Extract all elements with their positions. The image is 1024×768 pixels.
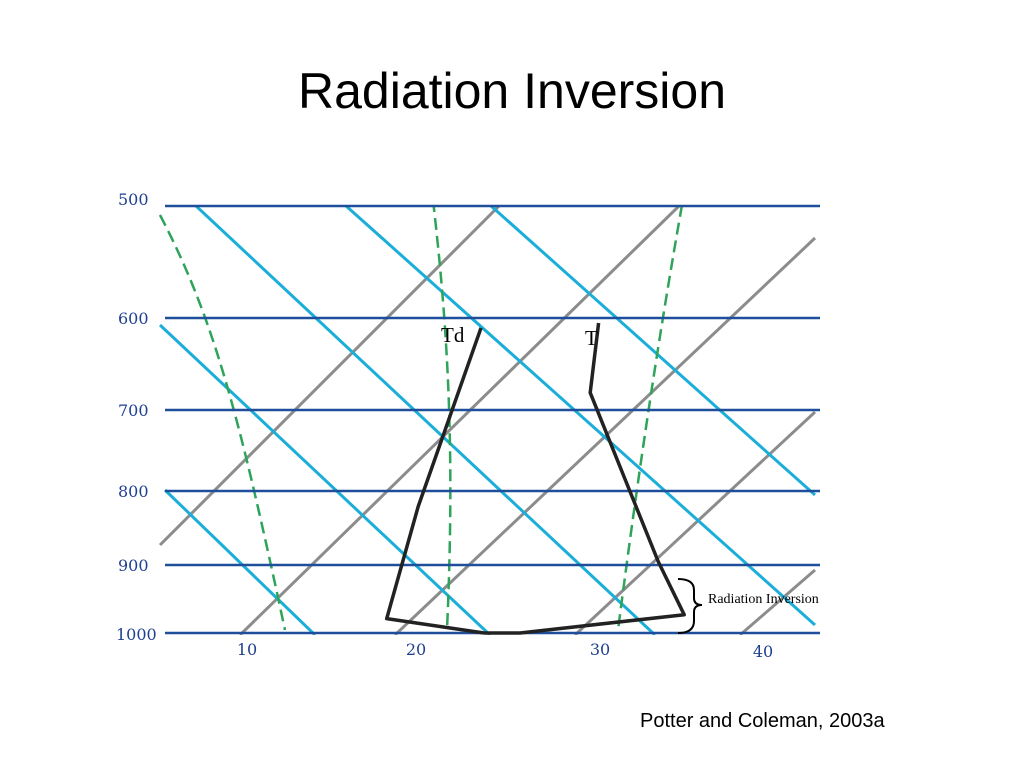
mixing-ratio-line — [616, 205, 684, 631]
temperature-tick-label: 20 — [406, 640, 426, 659]
dry-adiabat-line — [158, 323, 492, 635]
inversion-label: Radiation Inversion — [708, 592, 819, 607]
temperature-tick-label: 30 — [590, 640, 610, 659]
isobar-lines — [165, 204, 820, 635]
sounding-lines: T Td — [384, 322, 686, 635]
isotherm-line — [238, 205, 682, 635]
dry-adiabat-lines — [158, 205, 816, 635]
temperature-tick-labels: 10 20 30 40 — [237, 640, 773, 661]
temperature-series-label: T — [585, 326, 598, 350]
slide-title: Radiation Inversion — [297, 63, 727, 119]
temperature-profile-line — [484, 322, 686, 635]
dry-adiabat-line — [344, 205, 816, 627]
pressure-tick-label: 1000 — [116, 625, 157, 644]
mixing-ratio-line — [432, 205, 452, 631]
temperature-tick-label: 40 — [753, 642, 773, 661]
dewpoint-series-label: Td — [441, 323, 465, 347]
isotherm-lines — [158, 205, 817, 635]
pressure-tick-label: 500 — [118, 190, 149, 209]
mixing-ratio-line — [158, 214, 287, 631]
mixing-ratio-lines — [158, 205, 684, 631]
pressure-tick-label: 700 — [118, 401, 149, 420]
dry-adiabat-line — [163, 488, 317, 635]
radiation-inversion-annotation: Radiation Inversion — [677, 578, 819, 634]
temperature-tick-label: 10 — [237, 640, 257, 659]
isotherm-line — [739, 568, 816, 635]
dry-adiabat-line — [489, 205, 816, 497]
pressure-tick-labels: 500 600 700 800 900 1000 — [116, 190, 157, 644]
isotherm-line — [158, 205, 502, 547]
inversion-brace — [677, 578, 703, 634]
citation: Potter and Coleman, 2003a — [640, 710, 885, 732]
pressure-tick-label: 600 — [118, 309, 149, 328]
pressure-tick-label: 800 — [118, 482, 149, 501]
dewpoint-profile-line — [384, 327, 485, 635]
dry-adiabat-line — [193, 205, 657, 635]
pressure-tick-label: 900 — [118, 556, 149, 575]
